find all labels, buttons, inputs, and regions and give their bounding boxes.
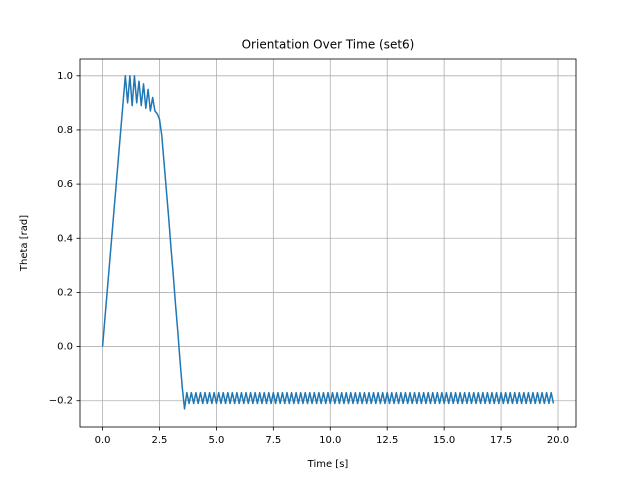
x-tick-label: 7.5 xyxy=(265,435,281,446)
x-tick-label: 0.0 xyxy=(95,435,111,446)
y-tick-label: −0.2 xyxy=(49,396,73,407)
y-tick-label: 0.2 xyxy=(57,287,73,298)
x-tick-label: 12.5 xyxy=(376,435,398,446)
y-tick-label: 0.6 xyxy=(57,179,73,190)
x-tick-label: 20.0 xyxy=(547,435,569,446)
chart-title: Orientation Over Time (set6) xyxy=(242,38,415,52)
x-tick-label: 17.5 xyxy=(490,435,512,446)
y-axis-label: Theta [rad] xyxy=(19,215,30,272)
y-tick-label: 0.8 xyxy=(57,125,73,136)
y-tick-label: 0.0 xyxy=(57,342,73,353)
x-tick-label: 5.0 xyxy=(208,435,224,446)
x-tick-label: 15.0 xyxy=(433,435,455,446)
plot-frame xyxy=(79,58,577,428)
x-tick-label: 10.0 xyxy=(319,435,341,446)
x-tick-label: 2.5 xyxy=(152,435,168,446)
y-tick-label: 0.4 xyxy=(57,233,73,244)
y-tick-label: 1.0 xyxy=(57,71,73,82)
x-axis-label: Time [s] xyxy=(307,459,349,470)
data-line xyxy=(101,75,555,410)
